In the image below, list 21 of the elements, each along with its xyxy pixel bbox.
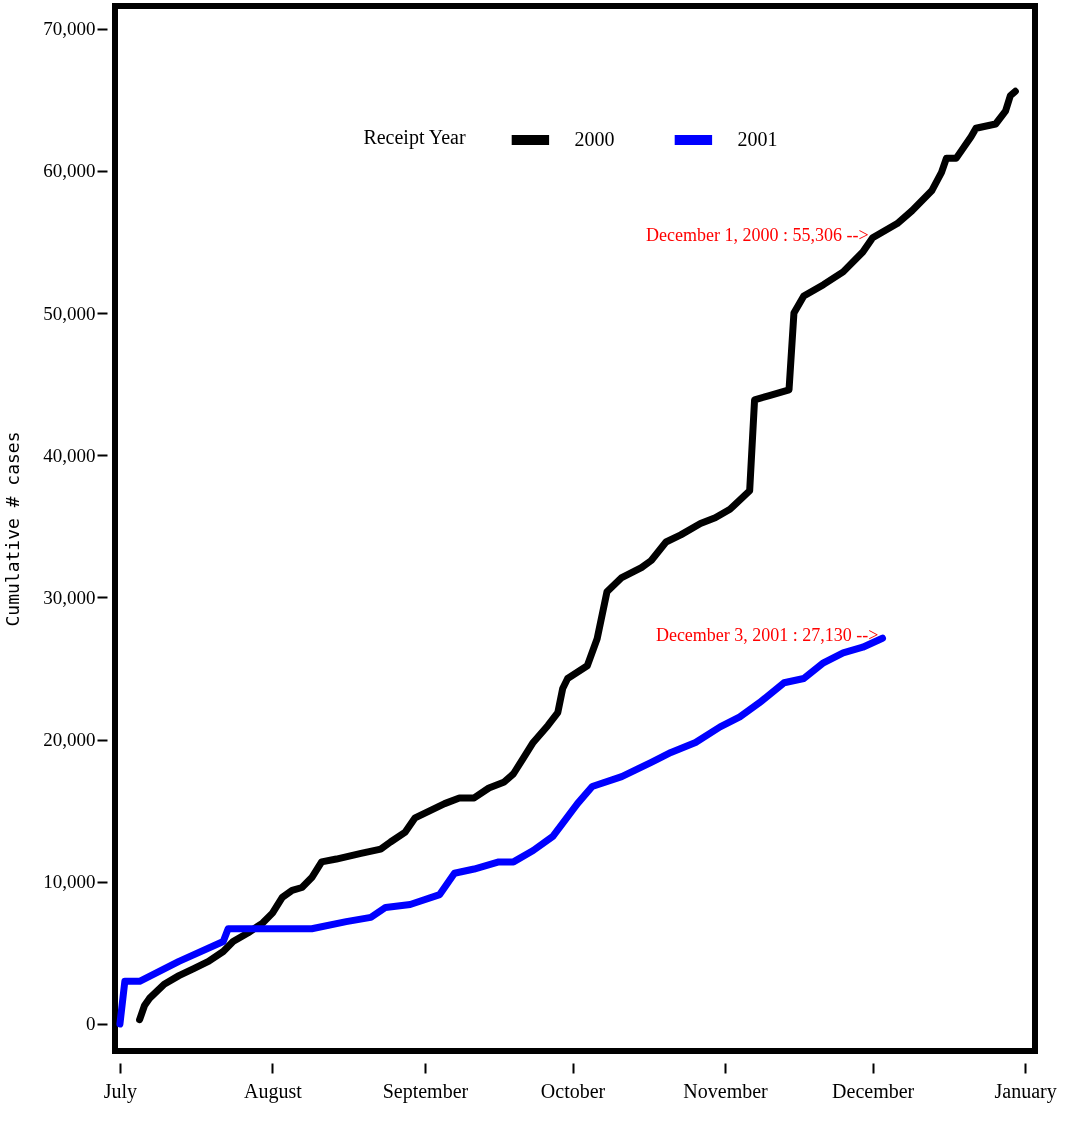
y-tick-label: 0 xyxy=(86,1013,96,1035)
y-tick-label: 40,000 xyxy=(43,444,96,466)
legend-label: 2001 xyxy=(737,128,778,150)
y-axis-title: Cumulative # cases xyxy=(2,431,24,627)
y-tick-label: 70,000 xyxy=(43,18,96,40)
legend-title: Receipt Year xyxy=(363,126,466,149)
x-tick-label: January xyxy=(994,1079,1057,1103)
x-tick-label: September xyxy=(382,1079,469,1103)
y-tick-label: 10,000 xyxy=(43,871,96,893)
y-tick-label: 20,000 xyxy=(43,729,96,751)
x-tick-label: July xyxy=(103,1079,138,1103)
y-tick-label: 50,000 xyxy=(43,302,96,324)
y-tick-label: 30,000 xyxy=(43,586,96,608)
annotation: December 3, 2001 : 27,130 --> xyxy=(655,625,879,646)
y-tick-label: 60,000 xyxy=(43,160,96,182)
x-tick-label: November xyxy=(683,1079,769,1102)
legend-label: 2000 xyxy=(574,128,615,150)
annotation: December 1, 2000 : 55,306 --> xyxy=(646,224,869,245)
x-tick-label: August xyxy=(244,1079,303,1103)
x-tick-label: October xyxy=(540,1079,606,1102)
x-tick-label: December xyxy=(832,1079,915,1102)
